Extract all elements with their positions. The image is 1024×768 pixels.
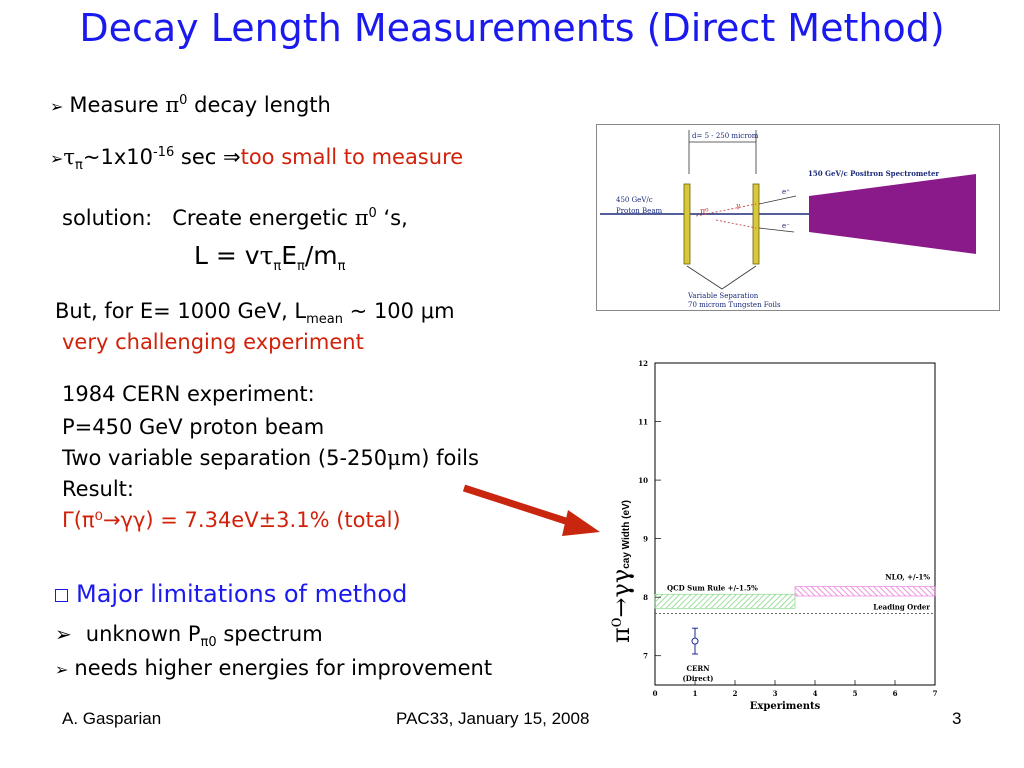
variable-separation-label: Variable Separation (687, 292, 759, 300)
point-label: CERN (686, 664, 710, 673)
cern-line-3: Two variable separation (5-250μm) foils (62, 446, 479, 470)
x-tick-label: 4 (813, 689, 818, 698)
y-tick-label: 7 (643, 652, 648, 661)
footer-page-number: 3 (952, 709, 962, 728)
separation-label: d= 5 - 250 microm (692, 132, 759, 140)
cern-line-1: 1984 CERN experiment: (62, 382, 315, 406)
chart-xlabel: Experiments (750, 701, 821, 712)
arrow-bullet-icon: ➢ (55, 660, 69, 679)
nlo-band-label: NLO, +/-1% (885, 573, 930, 582)
chart-frame (654, 362, 936, 686)
y-tick-label: 11 (638, 418, 648, 427)
arrow-bullet-icon: ➢ (50, 149, 64, 168)
x-tick-label: 7 (933, 689, 938, 698)
pi0-label: π⁰ (700, 207, 708, 216)
solution-line: solution: Create energetic π0 ‘s, (62, 206, 408, 230)
limitations-heading: Major limitations of method (55, 580, 407, 608)
too-small-text: too small to measure (240, 145, 464, 169)
positron-label: e⁺ (782, 188, 790, 196)
decay-width-chart: Leading Order QCD Sum Rule +/-1.5% NLO, +/… (638, 359, 938, 712)
gamma-label: γ (736, 202, 740, 210)
but-line: But, for E= 1000 GeV, Lmean ~ 100 μm (55, 299, 455, 328)
bullet-unknown-spectrum: ➢ unknown Pπ0 spectrum (55, 622, 323, 651)
result-value: Γ(π⁰→γγ) = 7.34eV±3.1% (total) (62, 508, 401, 532)
leading-order-label: Leading Order (873, 603, 930, 612)
electron-label: e⁻ (782, 222, 790, 230)
x-tick-label: 1 (693, 689, 698, 698)
challenging-text: very challenging experiment (62, 330, 364, 354)
point-label: (Direct) (683, 674, 714, 683)
x-tick-label: 3 (773, 689, 778, 698)
y-tick-label: 10 (638, 476, 648, 485)
beam-label-1: 450 GeV/c (616, 196, 653, 204)
footer-author: A. Gasparian (62, 709, 162, 728)
bullet-higher-energies: ➢ needs higher energies for improvement (55, 656, 493, 680)
arrow-bullet-icon: ➢ (50, 97, 64, 116)
theory-band (654, 593, 796, 609)
beam-label-2: Proton Beam (616, 207, 662, 215)
footer-event: PAC33, January 15, 2008 (396, 709, 590, 728)
qcd-band-label: QCD Sum Rule +/-1.5% (667, 583, 758, 592)
arrow-bullet-icon: ➢ (55, 622, 72, 646)
bullet-measure: ➢ Measure π0 decay length (50, 93, 331, 117)
slide-title: Decay Length Measurements (Direct Method… (79, 6, 945, 50)
spectrometer-label: 150 GeV/c Positron Spectrometer (808, 169, 939, 178)
y-tick-label: 9 (643, 535, 648, 544)
bullet-lifetime: ➢τπ~1x10-16 sec ⇒too small to measure (50, 145, 464, 174)
x-tick-label: 0 (653, 689, 658, 698)
x-tick-label: 2 (733, 689, 738, 698)
cern-line-4: Result: (62, 477, 134, 501)
cern-data-point (691, 637, 699, 645)
pointer-arrow-icon (462, 484, 600, 536)
x-tick-label: 6 (893, 689, 898, 698)
decay-length-formula: L = vτπEπ/mπ (194, 241, 346, 274)
x-tick-label: 5 (853, 689, 858, 698)
y-tick-label: 8 (643, 593, 648, 602)
theory-band (794, 586, 936, 597)
tungsten-foils-label: 70 microm Tungsten Foils (688, 301, 781, 309)
cern-line-2: P=450 GeV proton beam (62, 415, 325, 439)
experiment-diagram: d= 5 - 250 microm 450 GeV/c Proton Beam … (596, 124, 1000, 311)
y-tick-label: 12 (638, 359, 648, 368)
checkbox-bullet-icon (55, 588, 68, 602)
